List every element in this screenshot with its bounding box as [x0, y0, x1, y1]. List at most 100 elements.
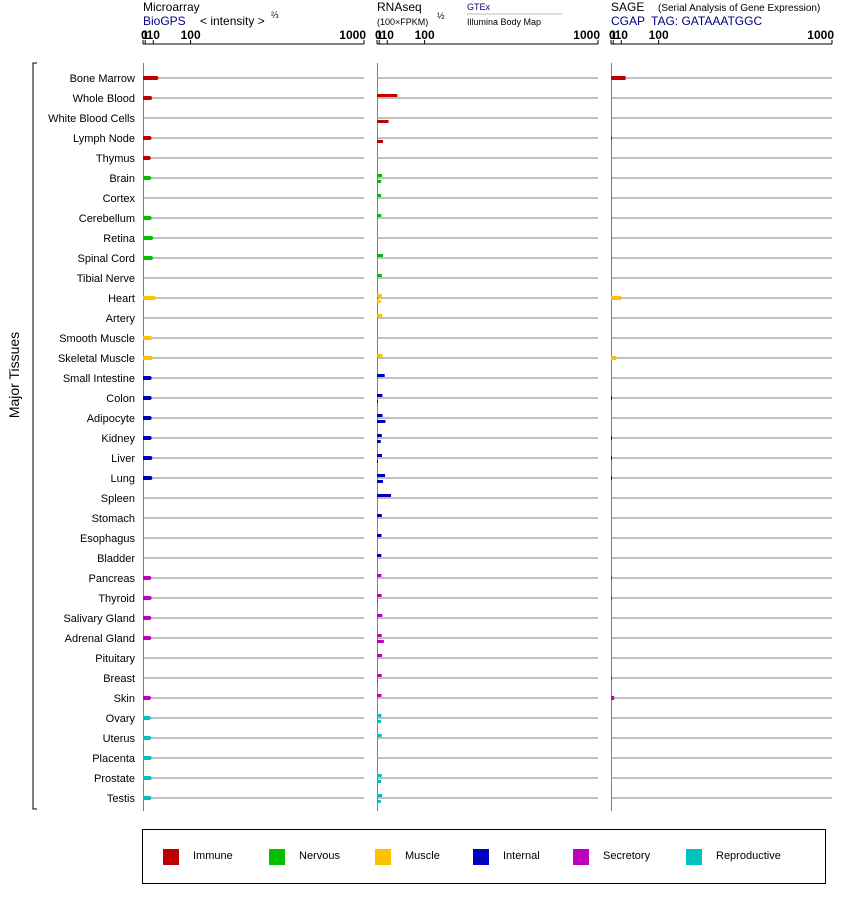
- legend-gtex: GTEx: [467, 2, 491, 12]
- bar-rnaseq-ovary-s1: [377, 720, 382, 723]
- bar-rnaseq-whole-blood-s0: [377, 94, 398, 97]
- bar-cap: [147, 376, 152, 380]
- legend-label: Secretory: [603, 850, 651, 862]
- bar-cap: [147, 416, 152, 420]
- tissue-label-cerebellum: Cerebellum: [79, 213, 135, 225]
- bar-sage-prostate: [611, 776, 612, 780]
- bar-sage-skin: [611, 696, 615, 700]
- bar-rnaseq-thyroid-s0: [377, 594, 382, 597]
- bar-cap: [147, 576, 152, 580]
- x-tick-label: 10: [615, 28, 629, 42]
- bar-microarray-bone-marrow: [143, 76, 157, 80]
- legend-swatch: [375, 849, 391, 865]
- tissue-label-bladder: Bladder: [97, 553, 135, 565]
- panel-title-note: (Serial Analysis of Gene Expression): [658, 3, 820, 14]
- legend-swatch: [686, 849, 702, 865]
- bar-rnaseq-lymph-node-s1: [377, 140, 384, 143]
- legend-label: Immune: [193, 850, 233, 862]
- bar-microarray-whole-blood: [143, 96, 151, 100]
- panel-title: RNAseq: [377, 0, 422, 14]
- tissue-label-skeletal-muscle: Skeletal Muscle: [58, 353, 135, 365]
- tissue-labels: Bone Marrow Whole Blood White Blood Cells L…: [48, 73, 136, 805]
- bar-cap: [149, 236, 154, 240]
- legend-illumina-body-map: Illumina Body Map: [467, 17, 541, 27]
- bar-rnaseq-brain-s1: [377, 180, 382, 183]
- bar-rnaseq-prostate-s0: [377, 774, 382, 777]
- bar-sage-pancreas: [611, 576, 612, 580]
- bar-rnaseq-adrenal-gland-s0: [377, 634, 382, 637]
- bar-rnaseq-white-blood-cells-s1: [377, 120, 389, 123]
- legend-swatch: [573, 849, 589, 865]
- tissue-label-adrenal-gland: Adrenal Gland: [65, 633, 135, 645]
- tissue-label-liver: Liver: [111, 453, 135, 465]
- bar-microarray-lung: [143, 476, 151, 480]
- tissue-label-testis: Testis: [107, 793, 136, 805]
- tissue-label-colon: Colon: [106, 393, 135, 405]
- tissue-label-bone-marrow: Bone Marrow: [70, 73, 135, 85]
- bar-sage-cerebellum: [611, 216, 612, 220]
- x-tick-label: 1: [142, 28, 149, 42]
- bar-cap: [147, 436, 152, 440]
- legend-swatch: [163, 849, 179, 865]
- tissue-label-pancreas: Pancreas: [89, 573, 136, 585]
- bar-sage-skeletal-muscle: [611, 356, 617, 360]
- tissue-label-brain: Brain: [109, 173, 135, 185]
- bar-rnaseq-breast-s0: [377, 674, 382, 677]
- bar-microarray-testis: [143, 796, 150, 800]
- bar-cap: [147, 596, 152, 600]
- bar-sage-breast: [611, 676, 612, 680]
- bar-cap: [148, 96, 153, 100]
- tissue-label-spleen: Spleen: [101, 493, 135, 505]
- bar-microarray-placenta: [143, 756, 150, 760]
- bar-cap: [147, 176, 152, 180]
- bar-microarray-lymph-node: [143, 136, 150, 140]
- bar-sage-brain: [611, 176, 612, 180]
- bar-rnaseq-colon-s1: [377, 400, 378, 403]
- bar-cap: [146, 716, 151, 720]
- bar-sage-liver: [611, 456, 612, 460]
- panel-subtitle-source: CGAP: [611, 14, 645, 28]
- y-axis-bracket: [32, 62, 37, 810]
- tissue-label-kidney: Kidney: [101, 433, 135, 445]
- y-axis-label: Major Tissues: [6, 332, 22, 418]
- bar-rnaseq-cortex-s0: [377, 194, 382, 197]
- bar-microarray-brain: [143, 176, 150, 180]
- x-tick-label: 10: [381, 28, 395, 42]
- tissue-label-prostate: Prostate: [94, 773, 135, 785]
- panel-sage: SAGE (Serial Analysis of Gene Expression)…: [609, 0, 834, 811]
- bar-cap: [147, 696, 152, 700]
- tissue-label-cortex: Cortex: [103, 193, 136, 205]
- tissue-label-spinal-cord: Spinal Cord: [78, 253, 135, 265]
- x-tick-label: 1000: [573, 28, 600, 42]
- bar-cap: [148, 256, 153, 260]
- bar-microarray-kidney: [143, 436, 150, 440]
- bar-cap: [147, 776, 152, 780]
- bar-rnaseq-brain-s0: [377, 174, 383, 177]
- bar-sage-colon: [611, 396, 612, 400]
- bar-rnaseq-liver-s0: [377, 454, 382, 457]
- tissue-label-stomach: Stomach: [92, 513, 135, 525]
- bar-cap: [147, 636, 152, 640]
- bar-rnaseq-kidney-s1: [377, 440, 381, 443]
- panel-subtitle-exponent: ⅔: [271, 10, 279, 20]
- bar-microarray-skin: [143, 696, 150, 700]
- bar-rnaseq-colon-s0: [377, 394, 383, 397]
- bar-rnaseq-heart-s1: [377, 300, 381, 303]
- tissue-label-artery: Artery: [106, 313, 136, 325]
- bar-rnaseq-liver-s1: [377, 460, 378, 463]
- tissue-label-breast: Breast: [103, 673, 135, 685]
- panel-subtitle-tag: TAG: GATAAATGGC: [651, 14, 762, 28]
- bar-rnaseq-bladder-s0: [377, 554, 382, 557]
- panel-title: SAGE: [611, 0, 644, 14]
- bar-cap: [147, 136, 152, 140]
- tissue-label-heart: Heart: [108, 293, 135, 305]
- bar-rnaseq-uterus-s0: [377, 734, 382, 737]
- x-tick-label: 100: [181, 28, 201, 42]
- bar-microarray-heart: [143, 296, 154, 300]
- tissue-label-adipocyte: Adipocyte: [87, 413, 135, 425]
- bar-rnaseq-thyroid-s1: [377, 600, 378, 603]
- bar-rnaseq-breast-s1: [377, 680, 378, 683]
